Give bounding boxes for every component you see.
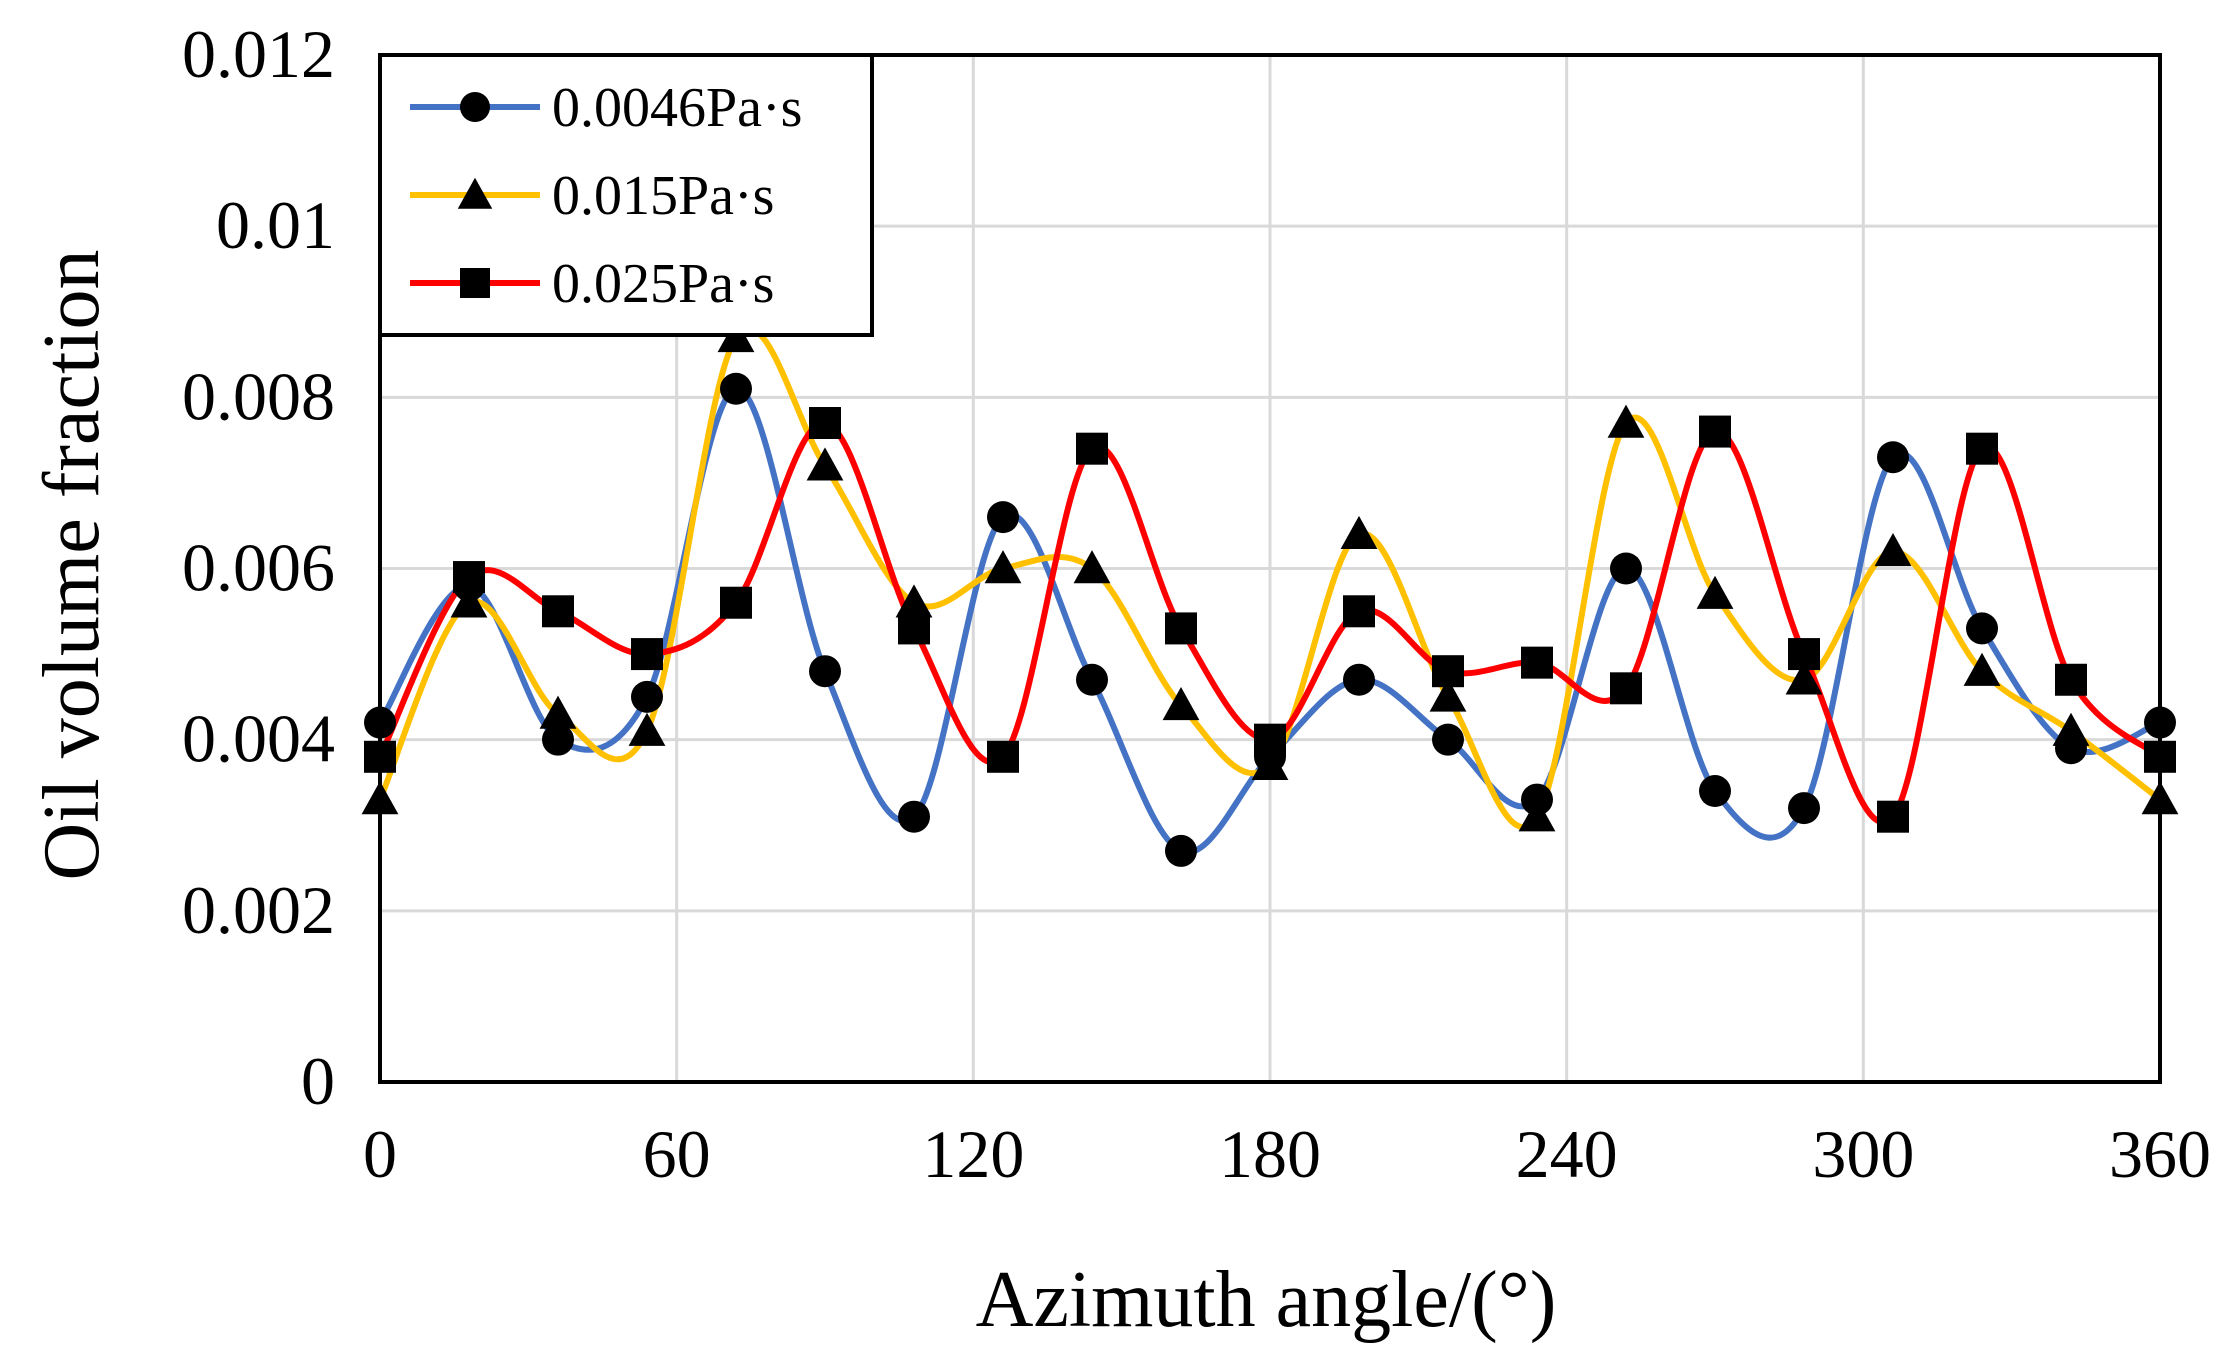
data-point-series-2 [1963,652,2001,686]
plot-border [378,53,2162,1084]
data-point-series-2 [1785,661,1823,695]
data-point-series-2 [895,584,933,618]
data-point-series-1 [1076,663,1108,696]
data-point-series-2 [984,550,1022,584]
data-point-series-1 [1788,792,1820,825]
data-point-series-3 [1165,612,1197,645]
data-point-series-2 [1340,515,1378,549]
data-point-series-3 [1254,723,1286,756]
x-axis-title: Azimuth angle/(°) [976,1256,1557,1344]
legend-marker-2 [457,177,493,209]
data-point-series-3 [542,595,574,628]
legend-label-2: 0.015Pa·s [552,165,774,227]
legend-marker-1 [460,92,490,122]
data-point-series-3 [1610,672,1642,705]
legend-label-1: 0.0046Pa·s [552,77,802,139]
x-tick-label: 180 [1219,1116,1321,1192]
x-tick-label: 360 [2109,1116,2211,1192]
data-point-series-3 [1788,638,1820,671]
data-point-series-2 [1251,746,1289,781]
plot-frame [378,53,2162,1084]
data-point-series-3 [1343,595,1375,628]
data-point-series-3 [1699,415,1731,448]
data-point-series-3 [1877,800,1909,833]
data-point-series-3 [631,638,663,671]
data-point-series-3 [720,586,752,619]
y-tick-label: 0 [301,1043,335,1119]
data-point-series-1 [987,501,1019,534]
y-axis-title: Oil volume fraction [28,250,116,881]
data-point-series-2 [450,584,488,618]
data-point-series-2 [1607,404,1645,438]
data-point-series-1 [720,372,752,405]
data-point-series-2 [1874,532,1912,567]
data-point-series-1 [1610,552,1642,585]
data-point-series-1 [1165,834,1197,867]
data-point-series-3 [1966,432,1998,465]
data-point-series-1 [1432,723,1464,756]
data-point-series-2 [539,695,577,729]
data-point-series-3 [2055,663,2087,696]
data-point-series-2 [1518,798,1556,832]
x-tick-label: 60 [643,1116,711,1192]
y-tick-label: 0.002 [182,872,335,948]
data-point-series-3 [453,561,485,594]
x-tick-label: 120 [922,1116,1024,1192]
series-markers [361,319,2179,867]
data-point-series-2 [1073,550,1111,584]
y-tick-label: 0.006 [182,530,335,606]
tick-labels: 0 60 120 180 240 300 360 0 0.002 0.004 0.006 0.008 0… [182,16,2211,1192]
data-point-series-1 [542,723,574,756]
data-point-series-3 [1076,432,1108,465]
y-tick-label: 0.01 [216,187,335,263]
data-point-series-1 [1966,612,1998,645]
data-point-series-1 [1877,441,1909,474]
y-tick-label: 0.008 [182,358,335,434]
x-tick-label: 240 [1516,1116,1618,1192]
data-point-series-3 [1432,655,1464,688]
data-point-series-3 [1521,646,1553,679]
data-point-series-3 [987,740,1019,773]
y-tick-label: 0.004 [182,701,335,777]
x-tick-label: 0 [363,1116,397,1192]
legend-label-3: 0.025Pa·s [552,253,774,315]
data-point-series-2 [1429,678,1467,712]
data-point-series-1 [1699,775,1731,808]
data-point-series-1 [631,680,663,713]
data-point-series-1 [809,655,841,688]
data-point-series-2 [628,712,666,746]
data-point-series-1 [898,800,930,833]
data-point-series-2 [1162,687,1200,721]
data-point-series-2 [2052,712,2090,746]
x-tick-label: 300 [1812,1116,1914,1192]
legend-marker-3 [460,268,490,298]
data-point-series-3 [809,407,841,440]
data-point-series-1 [1343,663,1375,696]
data-point-series-2 [806,447,844,481]
data-point-series-2 [1696,575,1734,609]
legend: 0.0046Pa·s 0.015Pa·s 0.025Pa·s [378,53,874,337]
y-tick-label: 0.012 [182,16,335,92]
data-point-series-3 [898,612,930,645]
